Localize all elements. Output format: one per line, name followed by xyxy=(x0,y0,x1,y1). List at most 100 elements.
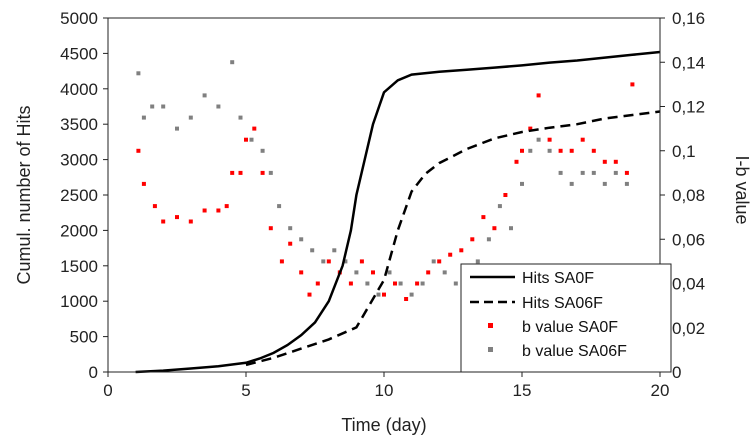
point-b-value-sa06f xyxy=(343,259,348,264)
point-b-value-sa0f xyxy=(238,170,243,175)
legend-entry-hits-sa0f: Hits SA0F xyxy=(470,270,594,287)
x-axis-title: Time (day) xyxy=(341,415,426,435)
point-b-value-sa06f xyxy=(624,181,629,186)
point-b-value-sa0f xyxy=(426,270,431,275)
point-b-value-sa0f xyxy=(602,159,607,164)
point-b-value-sa06f xyxy=(202,93,207,98)
point-b-value-sa06f xyxy=(591,170,596,175)
point-b-value-sa06f xyxy=(398,281,403,286)
point-b-value-sa0f xyxy=(252,126,257,131)
y-right-tick-label: 0,12 xyxy=(672,98,705,117)
point-b-value-sa06f xyxy=(409,292,414,297)
point-b-value-sa0f xyxy=(188,219,193,224)
point-b-value-sa06f xyxy=(547,148,552,153)
point-b-value-sa0f xyxy=(230,170,235,175)
x-tick-label: 5 xyxy=(241,381,250,400)
point-b-value-sa0f xyxy=(202,208,207,213)
y-right-tick-label: 0 xyxy=(672,363,681,382)
point-b-value-sa0f xyxy=(558,148,563,153)
point-b-value-sa06f xyxy=(288,226,293,231)
y-left-tick-label: 3000 xyxy=(60,151,98,170)
point-b-value-sa0f xyxy=(459,248,464,253)
x-tick-label: 10 xyxy=(375,381,394,400)
point-b-value-sa0f xyxy=(288,241,293,246)
point-b-value-sa06f xyxy=(520,181,524,186)
y-left-tick-label: 1500 xyxy=(60,257,98,276)
point-b-value-sa0f xyxy=(326,259,331,264)
y-left-axis-ticks: 0 500 1000 1500 2000 2500 3000 3500 4000 4500 5000 xyxy=(60,9,108,382)
point-b-value-sa06f xyxy=(569,181,574,186)
y-left-tick-label: 3500 xyxy=(60,115,98,134)
legend-entry-hits-sa06f: Hits SA06F xyxy=(470,295,603,312)
point-b-value-sa0f xyxy=(569,148,574,153)
point-b-value-sa06f xyxy=(453,281,458,286)
y-left-tick-label: 2500 xyxy=(60,186,98,205)
point-b-value-sa0f xyxy=(630,82,635,87)
point-b-value-sa06f xyxy=(238,115,243,120)
point-b-value-sa06f xyxy=(387,270,392,275)
y-right-tick-label: 0,14 xyxy=(672,53,705,72)
point-b-value-sa06f xyxy=(580,170,585,175)
point-b-value-sa0f xyxy=(307,292,312,297)
y-right-axis-ticks: 0 0,02 0,04 0,06 0,08 0,1 0,12 0,14 0,16 xyxy=(660,9,705,382)
point-b-value-sa0f xyxy=(382,292,386,297)
point-b-value-sa0f xyxy=(393,281,397,286)
point-b-value-sa06f xyxy=(365,281,370,286)
series-b-value-sa0f xyxy=(136,82,635,301)
y-left-tick-label: 4500 xyxy=(60,44,98,63)
point-b-value-sa0f xyxy=(481,215,486,220)
point-b-value-sa0f xyxy=(224,204,229,209)
point-b-value-sa0f xyxy=(580,137,585,142)
y-right-tick-label: 0,04 xyxy=(672,275,705,294)
point-b-value-sa0f xyxy=(315,281,320,286)
point-b-value-sa0f xyxy=(437,259,442,264)
point-b-value-sa06f xyxy=(136,71,141,76)
y-right-axis-title: I-b value xyxy=(732,155,750,224)
y-left-tick-label: 0 xyxy=(89,363,98,382)
point-b-value-sa0f xyxy=(514,159,519,164)
legend-label-hits-sa06f: Hits SA06F xyxy=(522,295,603,312)
legend-entry-b-value-sa06f: b value SA06F xyxy=(488,343,627,360)
point-b-value-sa0f xyxy=(591,148,596,153)
point-b-value-sa0f xyxy=(279,259,284,264)
point-b-value-sa0f xyxy=(520,148,524,153)
legend-label-b-value-sa0f: b value SA0F xyxy=(522,319,618,336)
point-b-value-sa0f xyxy=(260,170,265,175)
x-tick-label: 0 xyxy=(103,381,112,400)
point-b-value-sa06f xyxy=(475,259,480,264)
point-b-value-sa0f xyxy=(492,226,497,231)
point-b-value-sa06f xyxy=(321,259,326,264)
point-b-value-sa06f xyxy=(161,104,166,109)
y-left-tick-label: 500 xyxy=(70,328,98,347)
point-b-value-sa0f xyxy=(470,237,475,242)
point-b-value-sa06f xyxy=(420,281,425,286)
point-b-value-sa0f xyxy=(268,226,273,231)
x-tick-label: 15 xyxy=(513,381,532,400)
point-b-value-sa06f xyxy=(310,248,315,253)
point-b-value-sa0f xyxy=(448,252,453,257)
point-b-value-sa0f xyxy=(404,297,409,301)
x-axis-ticks: 0 5 10 15 20 xyxy=(103,372,669,400)
point-b-value-sa0f xyxy=(415,281,420,286)
y-left-tick-label: 1000 xyxy=(60,292,98,311)
y-right-tick-label: 0,08 xyxy=(672,186,705,205)
point-b-value-sa06f xyxy=(175,126,179,131)
point-b-value-sa06f xyxy=(558,170,563,175)
point-b-value-sa0f xyxy=(547,137,552,142)
point-b-value-sa0f xyxy=(161,219,166,224)
legend-entry-b-value-sa0f: b value SA0F xyxy=(488,319,618,336)
point-b-value-sa06f xyxy=(536,137,541,142)
point-b-value-sa0f xyxy=(244,137,248,142)
point-b-value-sa06f xyxy=(528,148,533,153)
y-right-tick-label: 0,02 xyxy=(672,319,705,338)
legend-box xyxy=(460,263,672,373)
series-hits-sa0f xyxy=(135,50,661,374)
point-b-value-sa06f xyxy=(277,204,282,209)
x-tick-label: 20 xyxy=(651,381,670,400)
point-b-value-sa0f xyxy=(503,193,508,197)
point-b-value-sa06f xyxy=(141,115,146,120)
y-left-tick-label: 4000 xyxy=(60,80,98,99)
point-b-value-sa06f xyxy=(376,292,381,297)
y-left-axis-title: Cumul. number of Hits xyxy=(14,105,34,284)
point-b-value-sa06f xyxy=(150,104,155,109)
